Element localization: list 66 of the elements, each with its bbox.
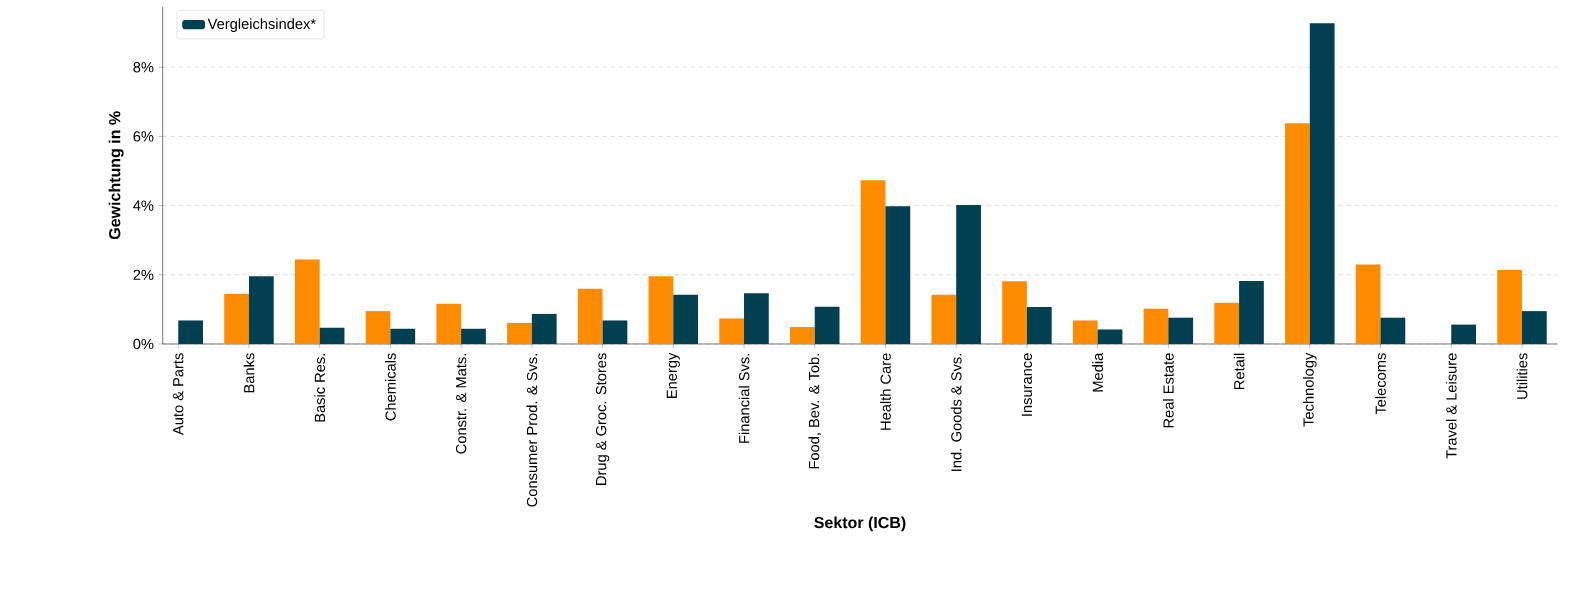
- x-tick-label: Banks: [243, 353, 255, 393]
- x-tick-label: Energy: [666, 352, 680, 398]
- bar: [1072, 320, 1098, 344]
- x-tick-label: Consumer Prod. & Svs.: [526, 354, 538, 507]
- bar: [507, 322, 532, 344]
- x-tick-label: Financial Svs.: [738, 354, 750, 443]
- bar: [1143, 308, 1169, 344]
- bar: [1239, 281, 1264, 344]
- x-tick-label: Chemicals: [385, 353, 396, 421]
- y-tick-label: 2%: [133, 269, 154, 280]
- x-tick-label: Utilities: [1516, 353, 1528, 399]
- x-tick-label: Ind. Goods & Svs.: [950, 354, 962, 471]
- x-tick-label: Retail: [1233, 353, 1245, 389]
- x-tick-label: Telecoms: [1375, 353, 1386, 415]
- bar: [956, 204, 981, 344]
- bar: [436, 303, 462, 344]
- bar: [744, 293, 769, 344]
- x-tick-label: Auto & Parts: [173, 353, 184, 436]
- bar: [365, 311, 391, 344]
- x-tick-label: Drug & Groc. Stores: [595, 353, 610, 485]
- x-tick-label: Insurance: [1021, 353, 1033, 416]
- bar: [789, 327, 815, 344]
- x-tick-label: Technology: [1302, 352, 1317, 427]
- x-axis-title: Sektor (ICB): [814, 516, 906, 532]
- bar: [1355, 264, 1381, 344]
- x-tick-label: Basic Res.: [314, 354, 326, 422]
- bar: [673, 294, 699, 344]
- bar: [1380, 317, 1406, 344]
- bar: [860, 180, 886, 344]
- y-axis-title: Gewichtung in %: [108, 111, 124, 240]
- bar: [1521, 311, 1547, 344]
- bar: [1309, 23, 1335, 344]
- bar: [1026, 306, 1052, 344]
- bar: [390, 328, 416, 344]
- bar: [1097, 329, 1123, 344]
- x-tick-label: Real Estate: [1162, 353, 1174, 428]
- bar: [461, 328, 486, 344]
- bar: [814, 306, 840, 344]
- bar: [602, 320, 628, 344]
- legend-label: Vergleichsindex*: [207, 18, 316, 32]
- bar: [178, 320, 203, 344]
- bar: [1168, 317, 1194, 344]
- x-tick-label: Health Care: [880, 353, 891, 430]
- bar: [648, 276, 674, 344]
- x-tick-label: Travel & Leisure: [1445, 353, 1457, 459]
- bar: [248, 276, 274, 344]
- bar: [577, 288, 603, 344]
- bar: [294, 259, 320, 344]
- bar: [719, 318, 745, 344]
- bar: [531, 313, 557, 344]
- bar: [1214, 302, 1240, 344]
- bar: [931, 294, 957, 344]
- bar: [224, 293, 249, 344]
- bar: [1451, 324, 1476, 344]
- x-tick-label: Constr. & Mats.: [455, 354, 467, 454]
- bar: [1497, 269, 1522, 344]
- bar: [319, 327, 345, 344]
- x-tick-label: Media: [1092, 352, 1104, 392]
- bar: [885, 206, 911, 344]
- y-tick-label: 6%: [133, 131, 154, 142]
- bar: [1285, 123, 1310, 344]
- y-tick-label: 4%: [133, 200, 154, 211]
- bar: [1002, 281, 1027, 344]
- y-tick-label: 0%: [133, 338, 154, 350]
- x-tick-label: Food, Bev. & Tob.: [808, 354, 821, 469]
- y-tick-label: 8%: [133, 62, 154, 73]
